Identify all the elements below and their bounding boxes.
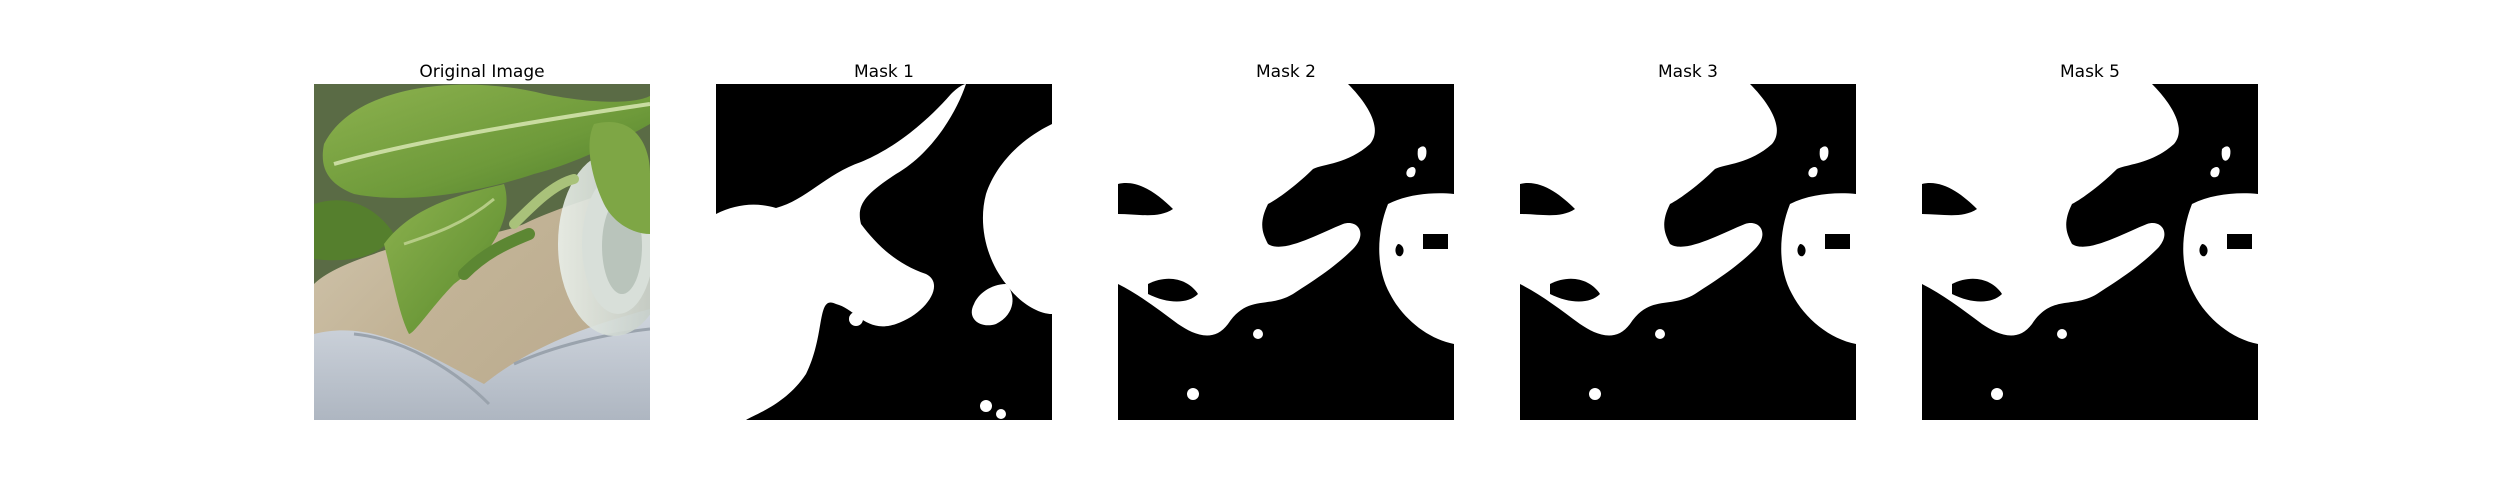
mask-image	[1922, 84, 2258, 420]
mask-image	[716, 84, 1052, 420]
mask-image	[1520, 84, 1856, 420]
panel-mask-5: Mask 5	[1922, 60, 2258, 420]
panel-original-image: Original Image	[314, 60, 650, 420]
panel-mask-1: Mask 1	[716, 60, 1052, 420]
original-image	[314, 84, 650, 420]
panel-title: Original Image	[419, 62, 545, 82]
mask-image	[1118, 84, 1454, 420]
panel-title: Mask 5	[2059, 62, 2120, 82]
panel-mask-2: Mask 2	[1118, 60, 1454, 420]
panel-title: Mask 1	[853, 62, 914, 82]
panel-title: Mask 2	[1255, 62, 1316, 82]
panel-mask-3: Mask 3	[1520, 60, 1856, 420]
panel-title: Mask 3	[1657, 62, 1718, 82]
